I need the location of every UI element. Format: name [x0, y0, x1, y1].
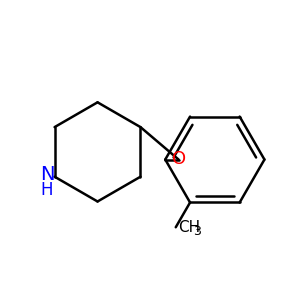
Text: 3: 3	[193, 225, 201, 238]
Text: CH: CH	[178, 220, 200, 235]
Text: O: O	[172, 150, 186, 168]
Text: N: N	[40, 165, 54, 184]
Text: H: H	[41, 181, 53, 199]
